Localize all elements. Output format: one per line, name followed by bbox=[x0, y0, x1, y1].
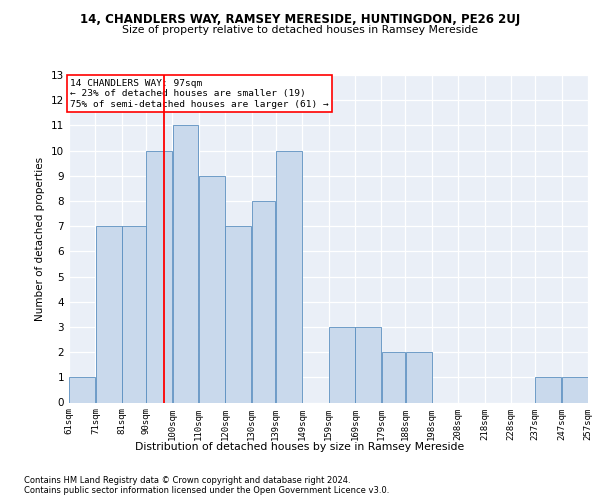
Y-axis label: Number of detached properties: Number of detached properties bbox=[35, 156, 46, 321]
Text: Contains public sector information licensed under the Open Government Licence v3: Contains public sector information licen… bbox=[24, 486, 389, 495]
Text: Distribution of detached houses by size in Ramsey Mereside: Distribution of detached houses by size … bbox=[136, 442, 464, 452]
Bar bbox=[173, 126, 199, 402]
Bar bbox=[276, 150, 302, 402]
Bar bbox=[406, 352, 431, 403]
Bar bbox=[355, 327, 381, 402]
Bar bbox=[252, 201, 275, 402]
Bar bbox=[226, 226, 251, 402]
Bar bbox=[535, 378, 561, 402]
Bar bbox=[199, 176, 225, 402]
Bar bbox=[146, 150, 172, 402]
Text: Size of property relative to detached houses in Ramsey Mereside: Size of property relative to detached ho… bbox=[122, 25, 478, 35]
Text: 14, CHANDLERS WAY, RAMSEY MERESIDE, HUNTINGDON, PE26 2UJ: 14, CHANDLERS WAY, RAMSEY MERESIDE, HUNT… bbox=[80, 12, 520, 26]
Bar bbox=[96, 226, 122, 402]
Bar bbox=[562, 378, 588, 402]
Bar bbox=[382, 352, 405, 403]
Bar bbox=[69, 378, 95, 402]
Text: Contains HM Land Registry data © Crown copyright and database right 2024.: Contains HM Land Registry data © Crown c… bbox=[24, 476, 350, 485]
Text: 14 CHANDLERS WAY: 97sqm
← 23% of detached houses are smaller (19)
75% of semi-de: 14 CHANDLERS WAY: 97sqm ← 23% of detache… bbox=[70, 79, 329, 108]
Bar bbox=[329, 327, 355, 402]
Bar bbox=[122, 226, 146, 402]
